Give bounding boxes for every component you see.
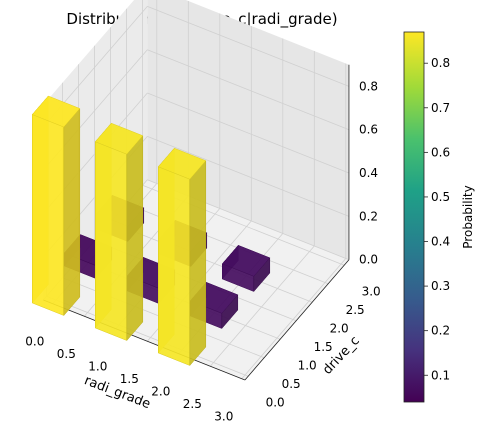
- bar-top-face: [31, 95, 81, 128]
- bar-2-0: [157, 147, 207, 367]
- x-tick-label: 3.0: [214, 410, 233, 424]
- back-gridline-z: [147, 49, 350, 131]
- y-tick-label: 2.0: [330, 321, 349, 335]
- z-tick-label: 0.4: [359, 166, 378, 180]
- colorbar-tick-label: 0.1: [431, 368, 450, 382]
- x-tick-label: 0.5: [57, 347, 76, 361]
- bar-top-face: [94, 122, 144, 155]
- colorbar-ticks: 0.1 0.2 0.3 0.4 0.5 0.6 0.7 0.8: [424, 56, 450, 382]
- bar-front-face: [95, 141, 128, 341]
- z-tick-label: 0.0: [359, 253, 378, 267]
- bar-2-2: [221, 244, 271, 293]
- back-gridline-z: [147, 5, 350, 87]
- bar-front-face: [158, 166, 191, 366]
- x-tick-label: 1.0: [88, 360, 107, 374]
- bar-right-face: [63, 107, 81, 317]
- colorbar: 0.1 0.2 0.3 0.4 0.5 0.6 0.7 0.8 Probability: [403, 31, 475, 403]
- colorbar-tick-label: 0.5: [431, 190, 450, 204]
- z-tick-label: 0.2: [359, 209, 378, 223]
- bar-group: [31, 95, 271, 367]
- y-tick-label: 0.0: [266, 395, 285, 409]
- bar-0-0: [31, 95, 81, 317]
- colorbar-gradient: [403, 31, 425, 403]
- y-tick-label: 0.5: [282, 377, 301, 391]
- bar-right-face: [126, 135, 144, 342]
- x-tick-label: 0.0: [25, 335, 44, 349]
- colorbar-tick-label: 0.7: [431, 101, 450, 115]
- bar-top-face: [221, 245, 271, 277]
- floor-gridline-y: [110, 221, 313, 303]
- floor-gridline-y: [46, 295, 249, 377]
- colorbar-tick-label: 0.8: [431, 56, 450, 70]
- back-gridline-z: [147, 92, 350, 174]
- bar-front-face: [32, 114, 65, 316]
- axis-ticks: 0.0 0.5 1.0 1.5 2.0 2.5 3.0 0.0 0.5 1.0 1.5 2.0 2.5 3…: [25, 79, 380, 423]
- floor-gridline-x: [241, 258, 347, 379]
- bar-top-face: [157, 147, 207, 180]
- colorbar-label: Probability: [461, 185, 475, 248]
- y-axis-line: [244, 259, 350, 381]
- colorbar-tick-label: 0.3: [431, 279, 450, 293]
- y-tick-label: 1.5: [314, 340, 333, 354]
- back-gridline-z: [147, 135, 350, 217]
- bar-right-face: [189, 160, 207, 367]
- y-tick-label: 2.5: [346, 303, 365, 317]
- floor-gridline-x: [209, 245, 315, 367]
- z-tick-label: 0.8: [359, 79, 378, 93]
- z-tick-label: 0.6: [359, 123, 378, 137]
- x-axis-label: radi_grade: [82, 373, 152, 412]
- x-tick-label: 2.5: [183, 397, 202, 411]
- x-tick-label: 1.5: [120, 372, 139, 386]
- colorbar-tick-label: 0.2: [431, 324, 450, 338]
- bar-1-0: [94, 122, 144, 342]
- colorbar-tick-label: 0.6: [431, 145, 450, 159]
- colorbar-tick-label: 0.4: [431, 235, 450, 249]
- x-tick-label: 2.0: [151, 385, 170, 399]
- y-tick-label: 1.0: [298, 358, 317, 372]
- y-tick-label: 3.0: [362, 284, 381, 298]
- x-axis-line: [43, 299, 246, 381]
